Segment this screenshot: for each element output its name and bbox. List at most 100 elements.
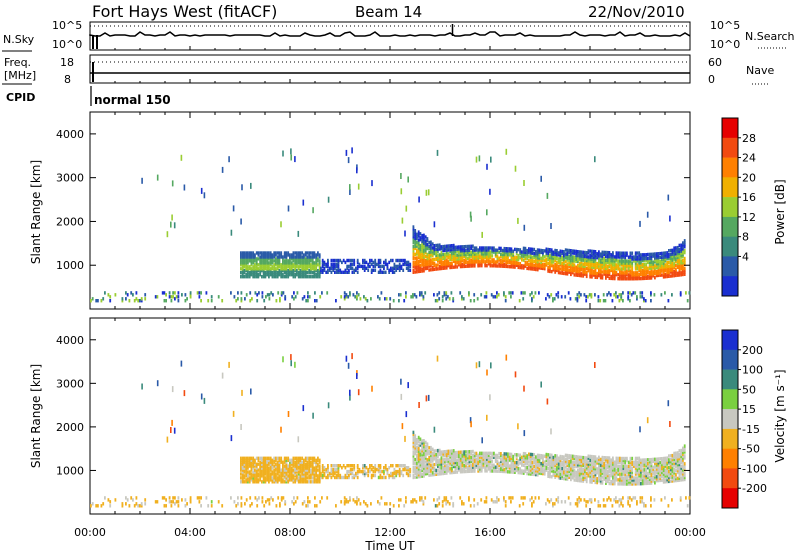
velocity-cell	[578, 471, 581, 475]
power-cell	[458, 247, 460, 251]
power-cell	[278, 269, 281, 273]
power-cell	[449, 244, 452, 248]
velocity-cell	[299, 462, 302, 466]
velocity-cell	[503, 456, 506, 460]
velocity-cell	[310, 464, 312, 468]
velocity-cell	[419, 459, 422, 463]
velocity-cell	[241, 458, 244, 462]
power-cell	[496, 248, 499, 252]
power-cell	[557, 251, 560, 255]
power-cell	[629, 263, 632, 267]
velocity-cell	[317, 462, 319, 466]
power-cell	[447, 254, 450, 258]
power-cell	[335, 262, 338, 267]
power-cell	[510, 253, 513, 257]
power-cell	[417, 254, 420, 258]
power-cell	[638, 261, 641, 265]
velocity-cell	[510, 466, 513, 470]
velocity-cell	[287, 458, 290, 462]
velocity-cell	[528, 452, 530, 456]
power-cell	[652, 260, 655, 264]
power-cell	[552, 264, 555, 268]
velocity-cell	[529, 470, 532, 474]
velocity-cell	[538, 455, 541, 460]
velocity-cell	[269, 466, 272, 470]
power-cell	[682, 245, 684, 249]
power-cell	[652, 274, 655, 278]
power-cell	[306, 259, 309, 263]
velocity-cell	[608, 470, 611, 474]
power-cell	[352, 293, 355, 297]
power-cell	[444, 258, 446, 262]
power-cell	[280, 271, 283, 275]
power-cell	[640, 272, 642, 277]
power-cell	[468, 262, 471, 266]
velocity-cell	[473, 465, 476, 469]
power-cell	[421, 249, 424, 253]
power-cell	[552, 260, 555, 264]
velocity-cell	[313, 460, 316, 464]
power-cell	[475, 254, 478, 258]
velocity-cell	[589, 460, 592, 464]
power-cell	[438, 253, 441, 257]
power-cell	[475, 246, 478, 250]
power-cell	[612, 272, 614, 277]
velocity-cell	[292, 462, 295, 466]
power-cell	[451, 255, 453, 260]
power-cell	[398, 299, 400, 303]
velocity-cell	[599, 473, 602, 477]
velocity-cell	[545, 468, 548, 472]
velocity-cell	[552, 463, 555, 467]
power-cell	[269, 267, 272, 271]
velocity-cell	[480, 467, 483, 471]
velocity-cell	[294, 466, 297, 470]
power-cell	[673, 248, 676, 252]
power-cell	[487, 260, 490, 264]
power-cell	[591, 257, 593, 261]
power-cell	[498, 246, 501, 250]
velocity-cell	[278, 474, 281, 478]
velocity-cell	[524, 467, 527, 472]
power-cell	[315, 273, 318, 277]
velocity-cell	[250, 478, 253, 482]
velocity-cell	[417, 447, 420, 451]
power-cell	[245, 253, 248, 257]
velocity-cell	[266, 468, 269, 472]
velocity-cell	[428, 469, 431, 473]
velocity-cell	[405, 466, 408, 470]
power-cell	[266, 251, 269, 255]
power-cell	[305, 299, 308, 303]
power-cell	[640, 265, 642, 269]
velocity-cell	[561, 470, 564, 475]
power-cell	[571, 269, 574, 273]
power-cell	[292, 271, 295, 275]
power-cell	[568, 250, 571, 255]
power-cell	[100, 299, 103, 303]
velocity-cell	[416, 463, 418, 467]
velocity-cell	[519, 457, 522, 461]
power-cell	[461, 258, 464, 263]
velocity-cell	[437, 472, 439, 476]
velocity-cell	[584, 477, 586, 482]
power-cell	[580, 260, 583, 264]
velocity-cell	[489, 469, 492, 473]
power-cell	[559, 257, 562, 261]
velocity-cell	[512, 468, 515, 472]
power-cell	[321, 262, 324, 267]
power-cell	[615, 265, 618, 269]
velocity-cell	[247, 462, 249, 466]
velocity-cell	[416, 447, 418, 452]
power-cell	[612, 265, 614, 269]
velocity-cell	[321, 469, 324, 474]
velocity-cell	[276, 472, 279, 476]
velocity-cell	[243, 460, 246, 464]
velocity-cell	[578, 459, 581, 463]
power-cell	[307, 299, 309, 303]
power-cell	[496, 258, 499, 262]
power-cell	[283, 251, 286, 255]
velocity-cell	[510, 456, 513, 460]
velocity-cell	[543, 472, 546, 476]
power-cell	[434, 299, 437, 303]
power-cell	[583, 293, 586, 297]
power-cell	[419, 257, 422, 262]
